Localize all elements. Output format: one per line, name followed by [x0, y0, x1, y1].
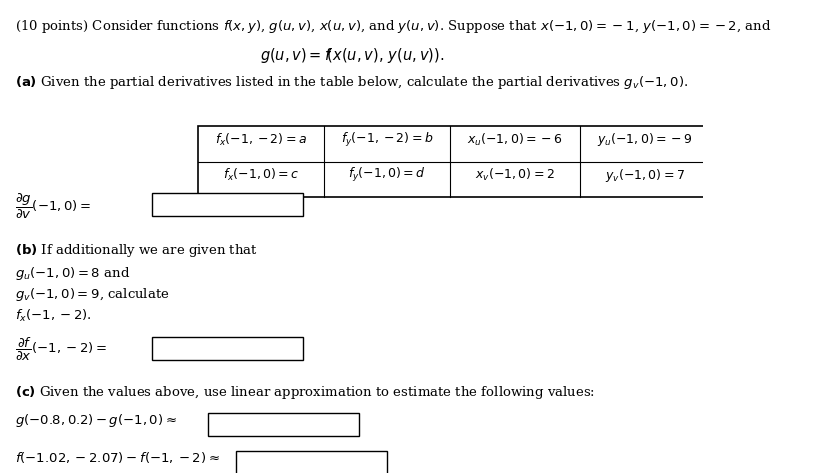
Text: $y_u(-1,0) = -9$: $y_u(-1,0) = -9$	[597, 131, 693, 148]
Text: $f_x(-1,-2) = a$: $f_x(-1,-2) = a$	[215, 132, 307, 148]
Text: $\mathbf{(a)}$ Given the partial derivatives listed in the table below, calculat: $\mathbf{(a)}$ Given the partial derivat…	[16, 74, 689, 91]
Text: $f_x(-1,0) = c$: $f_x(-1,0) = c$	[222, 167, 299, 183]
Text: $x_u(-1,0) = -6$: $x_u(-1,0) = -6$	[467, 132, 563, 148]
FancyBboxPatch shape	[152, 193, 303, 216]
Text: $\mathbf{(b)}$ If additionally we are given that: $\mathbf{(b)}$ If additionally we are gi…	[16, 242, 258, 259]
Text: $f_y(-1,0) = d$: $f_y(-1,0) = d$	[348, 166, 426, 184]
Text: $g(-0.8, 0.2) - g(-1, 0) \approx$: $g(-0.8, 0.2) - g(-1, 0) \approx$	[16, 412, 177, 429]
Text: $g_v(-1,0) = 9$, calculate: $g_v(-1,0) = 9$, calculate	[16, 286, 170, 303]
FancyBboxPatch shape	[208, 413, 359, 436]
FancyBboxPatch shape	[237, 451, 387, 474]
FancyBboxPatch shape	[152, 337, 303, 359]
Text: $\mathbf{(c)}$ Given the values above, use linear approximation to estimate the : $\mathbf{(c)}$ Given the values above, u…	[16, 384, 595, 401]
Text: (10 points) Consider functions $f(x, y)$, $g(u, v)$, $x(u, v)$, and $y(u, v)$. S: (10 points) Consider functions $f(x, y)$…	[16, 18, 772, 35]
Text: $f_x(-1,-2)$.: $f_x(-1,-2)$.	[16, 308, 92, 324]
Text: $g(u, v) = f\!\left(x(u, v),\, y(u, v)\right).$: $g(u, v) = f\!\left(x(u, v),\, y(u, v)\r…	[260, 46, 444, 65]
Text: $x_v(-1,0) = 2$: $x_v(-1,0) = 2$	[475, 167, 555, 183]
Text: $\dfrac{\partial g}{\partial v}(-1,0) = $: $\dfrac{\partial g}{\partial v}(-1,0) = …	[16, 192, 91, 221]
Text: $f_y(-1,-2) = b$: $f_y(-1,-2) = b$	[341, 131, 433, 149]
Text: $\dfrac{\partial f}{\partial x}(-1,-2) = $: $\dfrac{\partial f}{\partial x}(-1,-2) =…	[16, 336, 107, 363]
Text: $y_v(-1,0) = 7$: $y_v(-1,0) = 7$	[605, 166, 685, 183]
Text: $f(-1.02, -2.07) - f(-1, -2) \approx$: $f(-1.02, -2.07) - f(-1, -2) \approx$	[16, 450, 220, 465]
Text: $g_u(-1,0) = 8$ and: $g_u(-1,0) = 8$ and	[16, 265, 130, 283]
Bar	[198, 126, 710, 197]
